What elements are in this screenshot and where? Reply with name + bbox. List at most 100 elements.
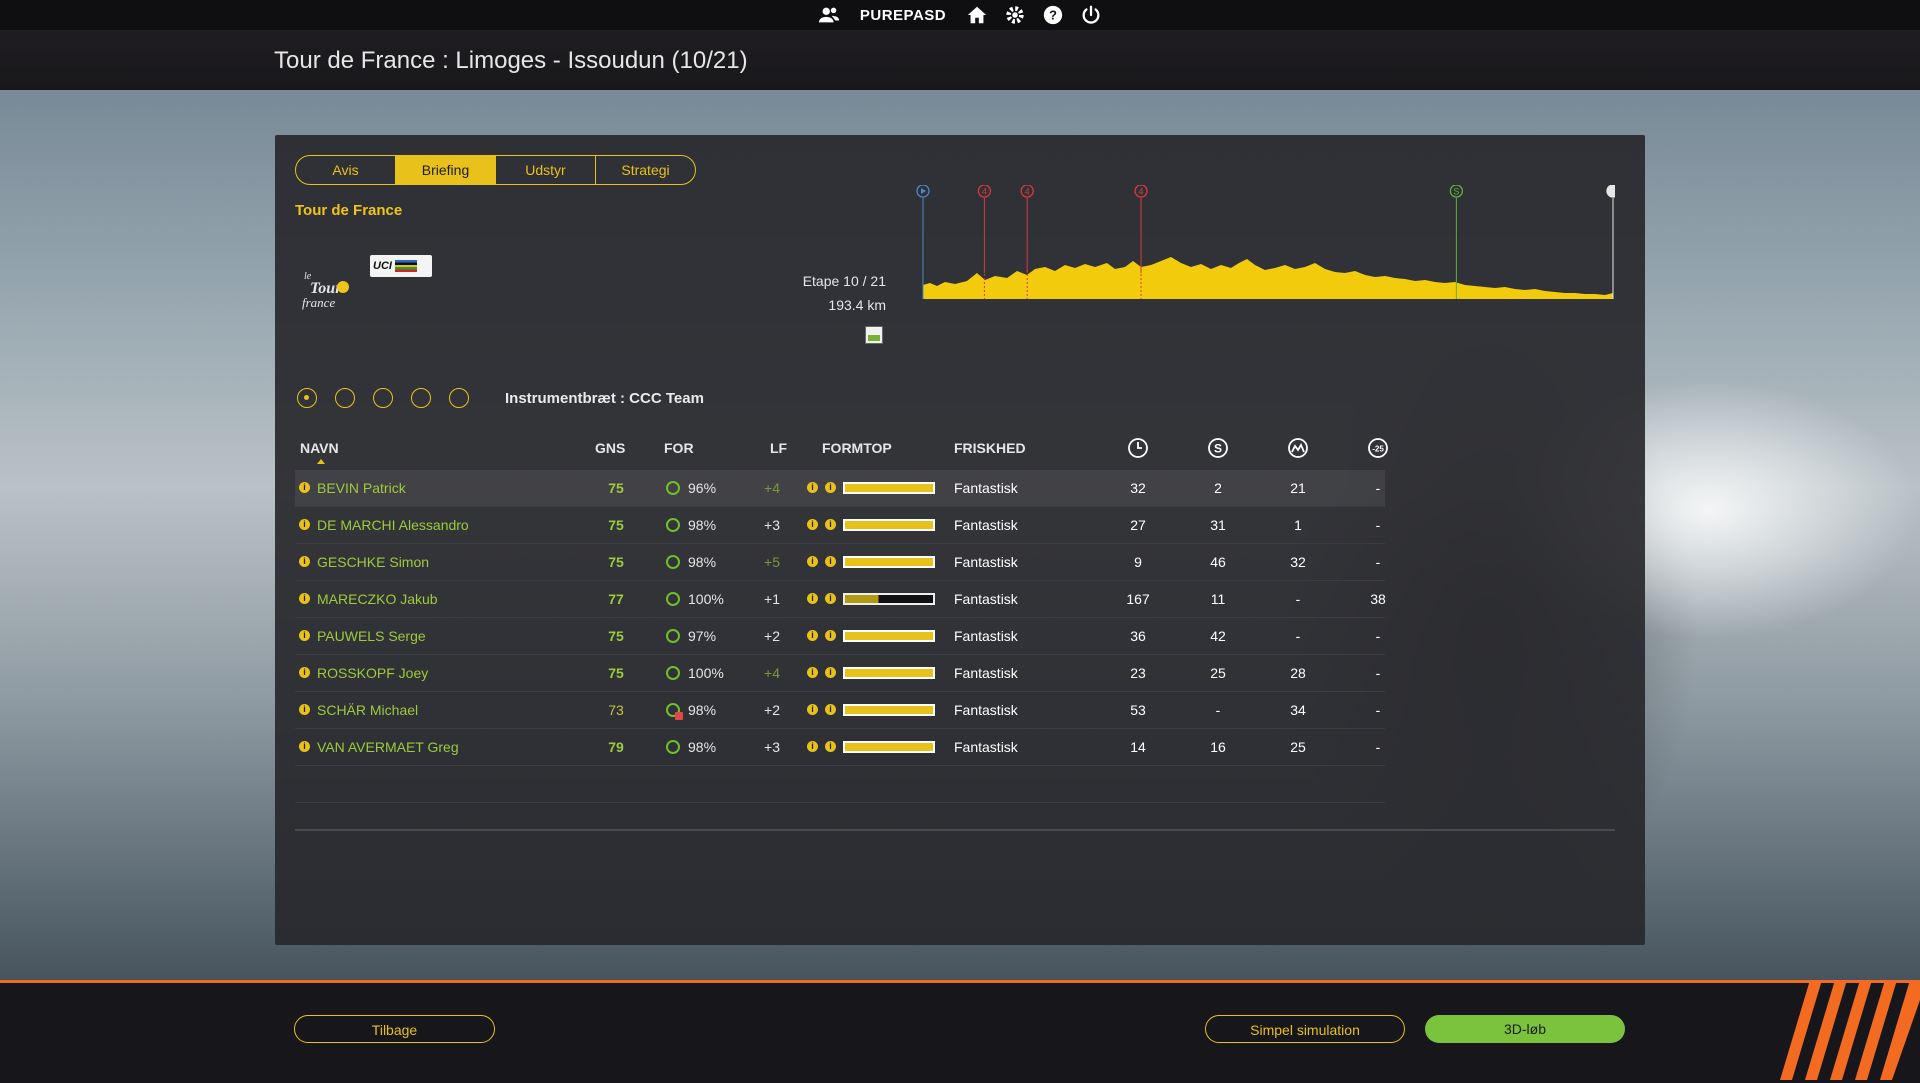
col-lf[interactable]: LF bbox=[770, 440, 788, 456]
users-icon[interactable] bbox=[818, 4, 840, 26]
formtop-info-icon[interactable]: i bbox=[825, 630, 836, 641]
rider-name[interactable]: SCHÄR Michael bbox=[317, 702, 419, 718]
table-row[interactable]: i GESCHKE Simon 75 98% +5 i i Fantastisk 9 46 32- bbox=[295, 544, 1385, 581]
tab-udstyr[interactable]: Udstyr bbox=[496, 156, 596, 184]
profile-marker-sprint[interactable]: S bbox=[1449, 185, 1464, 299]
simple-simulation-button[interactable]: Simpel simulation bbox=[1205, 1015, 1405, 1043]
rider-name[interactable]: PAUWELS Serge bbox=[317, 628, 426, 644]
profile-marker-label: 4 bbox=[1025, 187, 1030, 197]
formtop-info-icon[interactable]: i bbox=[825, 556, 836, 567]
table-row[interactable]: i ROSSKOPF Joey 75 100% +4 i i Fantastisk 23 25 28… bbox=[295, 655, 1385, 692]
svg-text:?: ? bbox=[1049, 8, 1057, 23]
formtop-bar bbox=[843, 519, 935, 531]
tab-briefing[interactable]: Briefing bbox=[396, 156, 496, 184]
clock-icon[interactable] bbox=[1127, 437, 1149, 459]
sprint-icon[interactable]: S bbox=[1207, 437, 1229, 459]
lf-info-icon[interactable]: i bbox=[807, 556, 818, 567]
table-row[interactable]: i PAUWELS Serge 75 97% +2 i i Fantastisk 36 42- - bbox=[295, 618, 1385, 655]
dashboard-view-2[interactable] bbox=[335, 388, 355, 408]
table-row[interactable]: i MARECZKO Jakub 77 100% +1 i i Fantastisk 167 11… bbox=[295, 581, 1386, 618]
rider-condition: 98% bbox=[688, 739, 717, 755]
table-row[interactable]: i SCHÄR Michael 73 98% +2 i i Fantastisk 53-34- bbox=[295, 692, 1385, 729]
rider-info-icon[interactable]: i bbox=[299, 741, 310, 752]
col-gns[interactable]: GNS bbox=[595, 440, 626, 456]
formtop-info-icon[interactable]: i bbox=[825, 704, 836, 715]
dashboard-view-1[interactable] bbox=[297, 388, 317, 408]
3d-race-button[interactable]: 3D-løb bbox=[1425, 1015, 1625, 1043]
rider-name[interactable]: VAN AVERMAET Greg bbox=[317, 739, 459, 755]
gear-icon[interactable] bbox=[1004, 4, 1026, 26]
rider-info-icon[interactable]: i bbox=[299, 630, 310, 641]
rider-s-rank: 31 bbox=[1210, 517, 1226, 533]
rider-t-rank: 23 bbox=[1130, 665, 1146, 681]
rider-average: 75 bbox=[608, 665, 624, 681]
mountain-icon[interactable] bbox=[1287, 437, 1309, 459]
profile-marker-climb[interactable]: 4 bbox=[977, 185, 992, 299]
col-formtop[interactable]: FORMTOP bbox=[822, 440, 892, 456]
tour-de-france-logo: le Tour france bbox=[302, 271, 349, 310]
rider-t-rank: 32 bbox=[1130, 480, 1146, 496]
dashboard-view-selector bbox=[297, 388, 469, 408]
rider-info-icon[interactable]: i bbox=[299, 704, 310, 715]
tab-strategi[interactable]: Strategi bbox=[621, 162, 670, 178]
empty-row bbox=[295, 766, 1385, 803]
profile-marker-climb[interactable]: 4 bbox=[1134, 185, 1148, 299]
rider-s-rank: 42 bbox=[1210, 628, 1226, 644]
formtop-info-icon[interactable]: i bbox=[825, 667, 836, 678]
col-friskhed[interactable]: FRISKHED bbox=[954, 440, 1026, 456]
rider-name[interactable]: MARECZKO Jakub bbox=[317, 591, 438, 607]
under-25-icon[interactable]: -25 bbox=[1367, 437, 1389, 459]
col-name[interactable]: NAVN bbox=[300, 440, 339, 456]
rider-info-icon[interactable]: i bbox=[299, 667, 310, 678]
rider-info-icon[interactable]: i bbox=[299, 593, 310, 604]
rider-m-rank: 25 bbox=[1290, 739, 1306, 755]
rider-name[interactable]: GESCHKE Simon bbox=[317, 554, 430, 570]
lf-info-icon[interactable]: i bbox=[807, 519, 818, 530]
dashboard-view-4[interactable] bbox=[411, 388, 431, 408]
rider-condition: 98% bbox=[688, 702, 717, 718]
lf-info-icon[interactable]: i bbox=[807, 482, 818, 493]
dashboard-view-3[interactable] bbox=[373, 388, 393, 408]
stage-profile[interactable]: 4 4 4 S bbox=[915, 185, 1615, 305]
table-row[interactable]: i VAN AVERMAET Greg 79 98% +3 i i Fantastisk 14 1… bbox=[295, 729, 1385, 766]
rider-freshness: Fantastisk bbox=[954, 739, 1018, 755]
rider-info-icon[interactable]: i bbox=[299, 519, 310, 530]
rider-info-icon[interactable]: i bbox=[299, 482, 310, 493]
rider-m-rank: - bbox=[1295, 628, 1301, 644]
rider-name[interactable]: ROSSKOPF Joey bbox=[317, 665, 429, 681]
table-bottom-divider bbox=[295, 829, 1615, 831]
lf-info-icon[interactable]: i bbox=[807, 593, 818, 604]
rider-name[interactable]: BEVIN Patrick bbox=[317, 480, 406, 496]
username[interactable]: PUREPASD bbox=[859, 6, 947, 24]
formtop-info-icon[interactable]: i bbox=[825, 519, 836, 530]
table-row[interactable]: i DE MARCHI Alessandro 75 98% +3 i i Fantastisk… bbox=[295, 507, 1385, 544]
tab-avis[interactable]: Avis bbox=[296, 156, 396, 184]
lf-info-icon[interactable]: i bbox=[807, 630, 818, 641]
profile-marker-finish[interactable] bbox=[1606, 185, 1615, 299]
stage-type-icon[interactable] bbox=[865, 326, 883, 344]
lf-info-icon[interactable]: i bbox=[807, 704, 818, 715]
dashboard-view-5[interactable] bbox=[449, 388, 469, 408]
formtop-info-icon[interactable]: i bbox=[825, 593, 836, 604]
formtop-bar bbox=[843, 630, 935, 642]
formtop-bar bbox=[843, 593, 935, 605]
rider-name[interactable]: DE MARCHI Alessandro bbox=[317, 517, 469, 533]
formtop-info-icon[interactable]: i bbox=[825, 482, 836, 493]
uci-worldtour-logo: UCI bbox=[370, 255, 432, 277]
rider-info-icon[interactable]: i bbox=[299, 556, 310, 567]
page-title: Tour de France : Limoges - Issoudun (10/… bbox=[274, 47, 748, 74]
profile-marker-climb[interactable]: 4 bbox=[1020, 185, 1034, 299]
power-icon[interactable] bbox=[1080, 4, 1102, 26]
home-icon[interactable] bbox=[966, 4, 988, 26]
back-button[interactable]: Tilbage bbox=[294, 1015, 495, 1043]
table-row[interactable]: i BEVIN Patrick 75 96% +4 i i Fantastisk 32 2 21- bbox=[295, 470, 1385, 507]
formtop-info-icon[interactable]: i bbox=[825, 741, 836, 752]
rider-s-rank: 25 bbox=[1210, 665, 1226, 681]
rider-condition: 98% bbox=[688, 517, 717, 533]
rider-u-rank: - bbox=[1375, 628, 1381, 644]
col-for[interactable]: FOR bbox=[664, 440, 694, 456]
lf-info-icon[interactable]: i bbox=[807, 667, 818, 678]
lf-info-icon[interactable]: i bbox=[807, 741, 818, 752]
help-icon[interactable]: ? bbox=[1042, 4, 1064, 26]
profile-marker-start[interactable] bbox=[916, 185, 930, 299]
